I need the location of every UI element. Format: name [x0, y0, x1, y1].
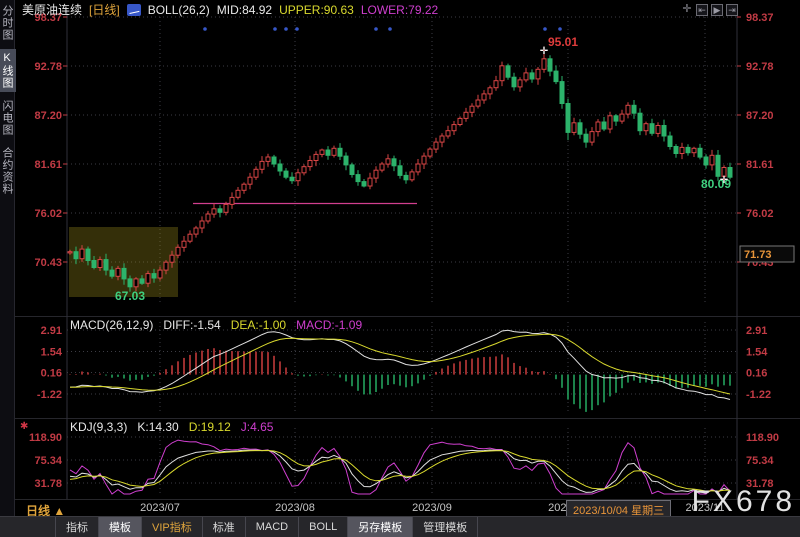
chart-toolbar: ✛ ⇤ ▶ ⇥: [681, 4, 738, 16]
kdj-axis-label: 31.78: [34, 478, 62, 490]
kdj-axis-label: 31.78: [746, 478, 774, 490]
macd-axis-label: 1.54: [746, 347, 768, 359]
price-axis-label: 81.61: [746, 159, 774, 171]
price-axis-label: 70.43: [34, 257, 62, 269]
highlight-region: [69, 227, 178, 297]
macd-dea-value: DEA:-1.00: [230, 318, 287, 332]
boll-mid-value: MID:84.92: [216, 2, 273, 17]
price-axis-label: 98.37: [746, 12, 774, 24]
kdj-j-value: J:4.65: [240, 420, 274, 434]
play-icon[interactable]: ▶: [711, 4, 723, 16]
chart-header: 美原油连续 [日线] BOLL(26,2) MID:84.92 UPPER:90…: [22, 2, 439, 18]
kdj-header: KDJ(9,3,3) K:14.30 D:19.12 J:4.65: [70, 420, 273, 434]
macd-dea-line: [69, 333, 731, 395]
kdj-k-value: K:14.30: [137, 420, 179, 434]
lowest-price-label: 67.03: [115, 289, 145, 303]
price-axis-label: 76.02: [746, 208, 774, 220]
macd-axis-label: 0.16: [41, 368, 62, 380]
price-axis-label: 92.78: [746, 61, 774, 73]
alert-flower-icon[interactable]: ✱: [20, 421, 29, 432]
kdj-k-line: [69, 449, 731, 494]
macd-axis-label: 1.54: [41, 347, 63, 359]
tab-模板[interactable]: 模板: [99, 517, 142, 537]
boll-upper-value: UPPER:90.63: [279, 2, 354, 17]
kdj-panel: [69, 439, 731, 495]
tab-标准[interactable]: 标准: [203, 517, 246, 537]
tab-BOLL[interactable]: BOLL: [299, 517, 349, 537]
signal-dots: [203, 27, 562, 31]
macd-indicator-label: MACD(26,12,9): [70, 318, 154, 332]
price-axis-label: 98.37: [34, 12, 62, 24]
sidebar-item-分时图[interactable]: 分时图: [1, 5, 13, 41]
last-price-label: 80.09: [701, 177, 731, 191]
watermark: FX678: [691, 485, 795, 518]
period-dropdown[interactable]: 日线 ▲: [26, 504, 66, 518]
macd-axis-label: -1.22: [37, 389, 62, 401]
sidebar-item-合约资料[interactable]: 合约资料: [1, 147, 13, 195]
chart-type-sidebar: 分时图 K线图闪电图合约资料: [0, 0, 16, 516]
time-axis-label: 2023/07: [140, 502, 180, 514]
period-label: [日线]: [89, 3, 120, 17]
crosshair-icon[interactable]: ✛: [682, 3, 692, 15]
macd-diff-line: [69, 329, 731, 400]
tab-VIP指标[interactable]: VIP指标: [142, 517, 203, 537]
highest-price-label: 95.01: [548, 35, 578, 49]
crosshair-mark-high: ✛: [540, 46, 549, 57]
sidebar-item-闪电图[interactable]: 闪电图: [1, 100, 13, 136]
kdj-axis-label: 75.34: [34, 455, 62, 467]
macd-axis-label: 2.91: [746, 325, 767, 337]
macd-axis-label: 0.16: [746, 368, 767, 380]
macd-axis-label: -1.22: [746, 389, 771, 401]
price-axis-label: 87.20: [34, 110, 62, 122]
tab-MACD[interactable]: MACD: [246, 517, 300, 537]
kdj-axis-label: 118.90: [746, 432, 779, 444]
crosshair-mark-last: ✛: [720, 175, 729, 186]
price-axis-label: 87.20: [746, 110, 774, 122]
kdj-d-value: D:19.12: [188, 420, 231, 434]
kdj-indicator-label: KDJ(9,3,3): [70, 420, 128, 434]
kdj-axis-label: 118.90: [29, 432, 62, 444]
gridlines: [67, 16, 737, 493]
time-axis-label: 2023/08: [275, 502, 315, 514]
axis-labels: 98.37 98.37 92.78 92.78 87.20 87.20 81.61 81.61…: [29, 12, 779, 490]
svg-text:71.73: 71.73: [744, 249, 772, 261]
boll-lower-value: LOWER:79.22: [360, 2, 439, 17]
time-axis: 日线 ▲ 2023/072023/082023/092023/102023/11…: [0, 499, 800, 520]
price-axis-label: 76.02: [34, 208, 62, 220]
tab-指标[interactable]: 指标: [55, 517, 99, 537]
kdj-d-line: [69, 449, 731, 492]
indicator-chart-icon[interactable]: [126, 3, 141, 16]
price-panel: [67, 46, 733, 292]
price-axis-label: 81.61: [34, 159, 62, 171]
symbol-name: 美原油连续: [22, 3, 83, 17]
kdj-axis-label: 75.34: [746, 455, 774, 467]
price-axis-label: 92.78: [34, 61, 62, 73]
sidebar-item-K线图[interactable]: K线图: [0, 49, 16, 92]
right-axis-price-box: 71.73: [739, 245, 795, 263]
tab-管理模板[interactable]: 管理模板: [413, 517, 479, 537]
page-start-icon[interactable]: ⇤: [696, 4, 708, 16]
tab-另存模板[interactable]: 另存模板: [348, 517, 414, 537]
kdj-j-line: [69, 439, 731, 495]
time-axis-label: 2023/09: [412, 502, 452, 514]
macd-diff-value: DIFF:-1.54: [163, 318, 221, 332]
macd-axis-label: 2.91: [41, 325, 62, 337]
indicator-tab-bar: 指标 模板 VIP指标 标准 MACD BOLL 另存模板 管理模板: [0, 516, 800, 537]
boll-indicator-label: BOLL(26,2): [147, 2, 210, 17]
panel-borders: [0, 10, 800, 499]
macd-macd-value: MACD:-1.09: [296, 318, 363, 332]
time-axis-label: 2023/11: [685, 502, 725, 514]
macd-panel: [69, 329, 731, 412]
date-tooltip: 2023/10/04 星期三: [566, 500, 672, 520]
macd-header: MACD(26,12,9) DIFF:-1.54 DEA:-1.00 MACD:…: [70, 318, 362, 332]
page-end-icon[interactable]: ⇥: [726, 4, 738, 16]
